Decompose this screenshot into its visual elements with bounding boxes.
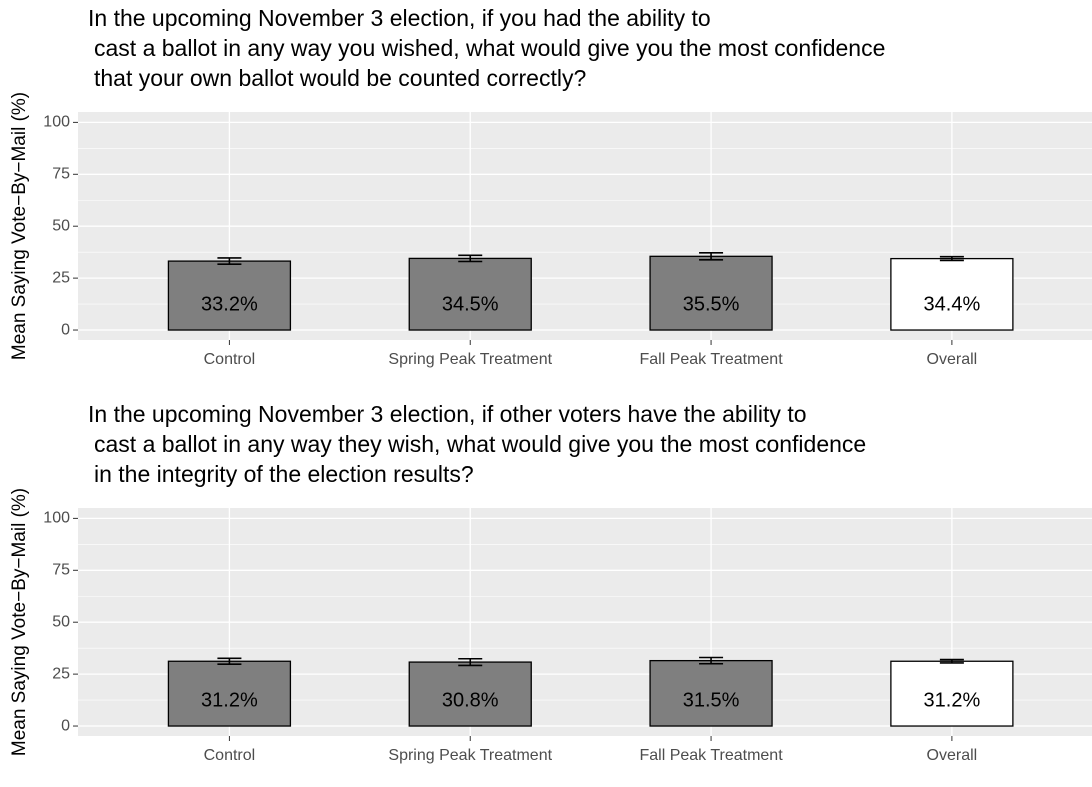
chart-title: In the upcoming November 3 election, if … xyxy=(88,401,807,427)
chart-title: cast a ballot in any way you wished, wha… xyxy=(94,35,885,61)
error-bar xyxy=(939,255,964,262)
error-bar xyxy=(458,657,483,667)
x-tick-label: Overall xyxy=(927,747,978,764)
x-tick-label: Control xyxy=(204,747,256,764)
bar xyxy=(408,257,532,331)
error-bar xyxy=(939,658,964,664)
error-bar xyxy=(217,657,242,665)
bar xyxy=(649,659,773,727)
value-label: 31.2% xyxy=(924,689,981,711)
bar xyxy=(649,255,773,331)
y-tick-label: 25 xyxy=(52,269,70,286)
bar xyxy=(890,660,1014,727)
value-label: 34.4% xyxy=(924,293,981,315)
chart-title: that your own ballot would be counted co… xyxy=(94,65,586,91)
x-tick-label: Control xyxy=(204,351,256,368)
y-tick-label: 50 xyxy=(52,217,70,234)
y-tick-label: 100 xyxy=(43,510,70,527)
error-bar xyxy=(458,254,483,263)
x-tick-label: Fall Peak Treatment xyxy=(639,747,783,764)
error-bar xyxy=(699,251,724,261)
value-label: 31.2% xyxy=(201,689,258,711)
y-tick-label: 50 xyxy=(52,613,70,630)
value-label: 30.8% xyxy=(442,689,499,711)
value-label: 35.5% xyxy=(683,293,740,315)
y-tick-label: 0 xyxy=(61,321,70,338)
chart-title: in the integrity of the election results… xyxy=(94,461,474,487)
y-tick-label: 75 xyxy=(52,166,70,183)
value-label: 31.5% xyxy=(683,689,740,711)
y-axis-label: Mean Saying Vote−By−Mail (%) xyxy=(9,92,30,360)
y-tick-label: 75 xyxy=(52,562,70,579)
value-label: 33.2% xyxy=(201,293,258,315)
chart-title: In the upcoming November 3 election, if … xyxy=(88,5,711,31)
x-tick-label: Overall xyxy=(927,351,978,368)
bar xyxy=(890,257,1014,331)
y-tick-label: 100 xyxy=(43,114,70,131)
y-axis-label: Mean Saying Vote−By−Mail (%) xyxy=(9,488,30,756)
bar xyxy=(167,660,292,727)
error-bar xyxy=(217,257,242,266)
value-label: 34.5% xyxy=(442,293,499,315)
x-tick-label: Fall Peak Treatment xyxy=(639,351,783,368)
x-tick-label: Spring Peak Treatment xyxy=(388,351,552,368)
x-tick-label: Spring Peak Treatment xyxy=(388,747,552,764)
chart-title: cast a ballot in any way they wish, what… xyxy=(94,431,866,457)
error-bar xyxy=(699,656,724,665)
bar xyxy=(408,661,532,727)
y-tick-label: 25 xyxy=(52,665,70,682)
y-tick-label: 0 xyxy=(61,717,70,734)
